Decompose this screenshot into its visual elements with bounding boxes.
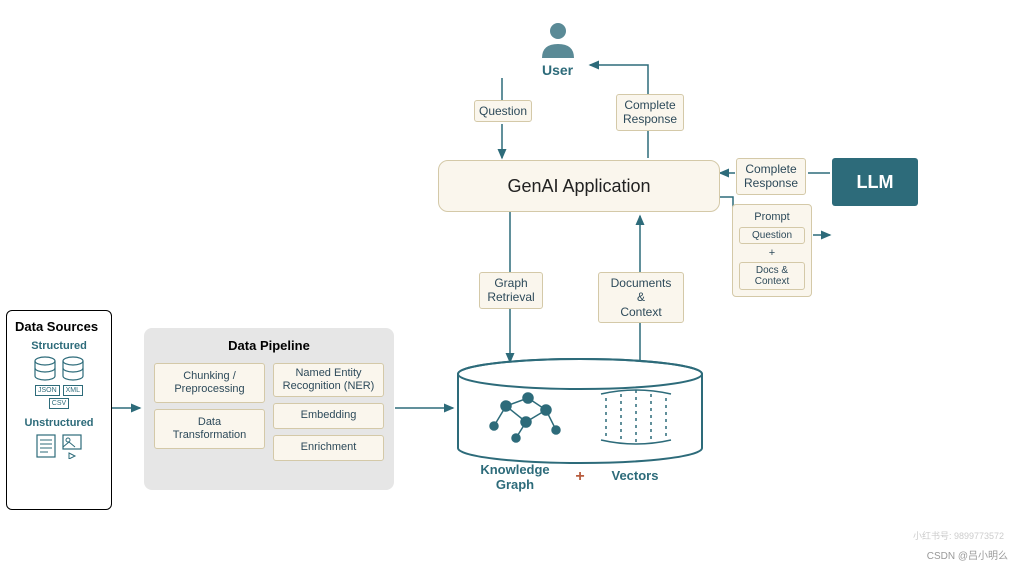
media-icon	[61, 433, 83, 459]
llm-box: LLM	[832, 158, 918, 206]
pipeline-title: Data Pipeline	[154, 338, 384, 353]
storage-plus: +	[570, 468, 590, 486]
csv-icon: CSV	[49, 398, 69, 409]
prompt-question: Question	[739, 227, 805, 244]
file-type-icons: JSON XML	[15, 385, 103, 396]
structured-label: Structured	[15, 340, 103, 352]
json-icon: JSON	[35, 385, 60, 396]
watermark-text: 小红书号: 9899773572	[913, 529, 1004, 542]
genai-label: GenAI Application	[507, 176, 650, 197]
storage-cylinder	[456, 358, 704, 471]
enrichment-item: Enrichment	[273, 435, 384, 461]
doc-icon	[35, 433, 57, 459]
genai-box: GenAI Application	[438, 160, 720, 212]
complete-response-top-label: Complete Response	[616, 94, 684, 131]
docs-context-label: Documents & Context	[598, 272, 684, 323]
complete-response-right-label: Complete Response	[736, 158, 806, 195]
data-sources-box: Data Sources Structured JSON XML CSV Uns…	[6, 310, 112, 510]
prompt-docs: Docs & Context	[739, 262, 805, 290]
unstructured-icons	[15, 433, 103, 459]
ner-item: Named Entity Recognition (NER)	[273, 363, 384, 397]
embedding-item: Embedding	[273, 403, 384, 429]
unstructured-label: Unstructured	[15, 417, 103, 429]
transform-item: Data Transformation	[154, 409, 265, 449]
data-sources-title: Data Sources	[15, 319, 103, 334]
vectors-label: Vectors	[600, 468, 670, 483]
kg-label: Knowledge Graph	[470, 462, 560, 492]
xml-icon: XML	[63, 385, 83, 396]
db-icon	[33, 356, 57, 382]
prompt-title: Prompt	[739, 211, 805, 223]
llm-label: LLM	[857, 172, 894, 193]
db-icon-2	[61, 356, 85, 382]
graph-retrieval-label: Graph Retrieval	[479, 272, 543, 309]
structured-icons	[15, 356, 103, 382]
chunking-item: Chunking / Preprocessing	[154, 363, 265, 403]
attribution-text: CSDN @吕小明么	[927, 547, 1008, 562]
prompt-box: Prompt Question + Docs & Context	[732, 204, 812, 297]
question-label: Question	[474, 100, 532, 122]
user-icon	[536, 18, 580, 67]
user-label: User	[542, 62, 573, 78]
prompt-plus: +	[739, 247, 805, 259]
pipeline-box: Data Pipeline Chunking / Preprocessing D…	[144, 328, 394, 490]
